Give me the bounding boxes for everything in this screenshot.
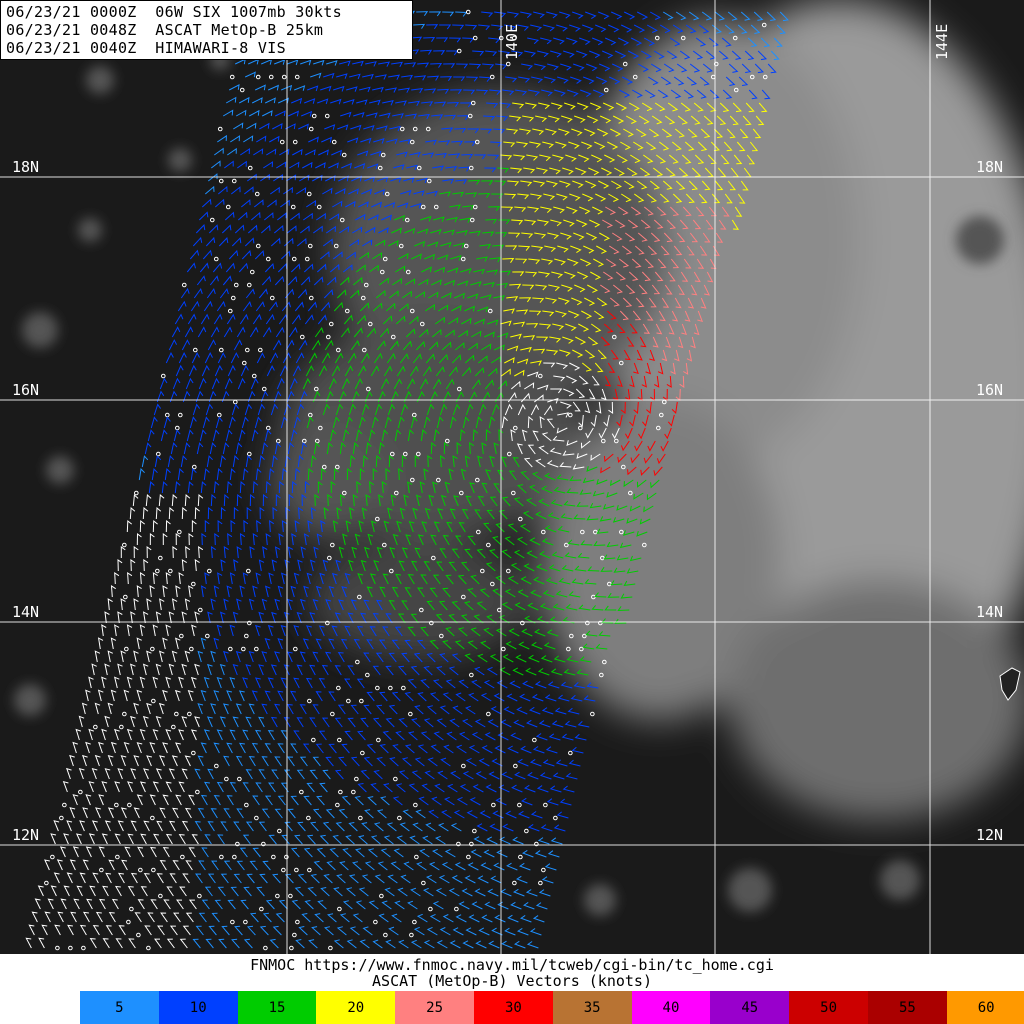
credit-vectors: ASCAT (MetOp-B) Vectors (knots): [372, 972, 652, 990]
lat-label-12n-left: 12N: [12, 826, 40, 844]
scale-cell-45: 45: [710, 991, 790, 1024]
scale-cell-10: 10: [158, 991, 238, 1024]
scale-cell-35: 35: [552, 991, 632, 1024]
scale-cell-5: 5: [80, 991, 159, 1024]
header-line-1: 06/23/21 0000Z 06W SIX 1007mb 30kts: [6, 3, 342, 21]
scale-cell-30: 30: [473, 991, 553, 1024]
lat-label-12n-right: 12N: [976, 826, 1004, 844]
credit-url: FNMOC https://www.fnmoc.navy.mil/tcweb/c…: [250, 956, 774, 974]
scale-cell-25: 25: [395, 991, 474, 1024]
satellite-image: [0, 0, 1024, 954]
scattered-clouds: [14, 50, 1004, 916]
lat-lon-grid: [0, 0, 1024, 954]
scale-cell-50: 50: [789, 991, 868, 1024]
lat-label-14n-left: 14N: [12, 603, 40, 621]
header-line-3: 06/23/21 0040Z HIMAWARI-8 VIS: [6, 39, 286, 57]
scale-cell-60: 60: [946, 991, 1024, 1024]
lat-label-18n-right: 18N: [976, 158, 1004, 176]
lon-label-140e: 140E: [503, 23, 521, 60]
wind-vector-swath: [25, 7, 789, 951]
wind-speed-color-scale: 5 10 15 20 25 30 35 40 45 50 55 60: [80, 991, 1024, 1024]
scale-cell-40: 40: [631, 991, 711, 1024]
header-line-2: 06/23/21 0048Z ASCAT MetOp-B 25km: [6, 21, 324, 39]
lat-label-14n-right: 14N: [976, 603, 1004, 621]
scale-cell-55: 55: [867, 991, 947, 1024]
scale-cell-15: 15: [237, 991, 317, 1024]
header-box: 06/23/21 0000Z 06W SIX 1007mb 30kts 06/2…: [0, 0, 413, 60]
lat-label-16n-left: 16N: [12, 381, 40, 399]
scale-cell-20: 20: [316, 991, 396, 1024]
lat-label-18n-left: 18N: [12, 158, 40, 176]
lat-label-16n-right: 16N: [976, 381, 1004, 399]
lon-label-144e: 144E: [933, 23, 951, 60]
guam-coastline: [999, 667, 1021, 701]
